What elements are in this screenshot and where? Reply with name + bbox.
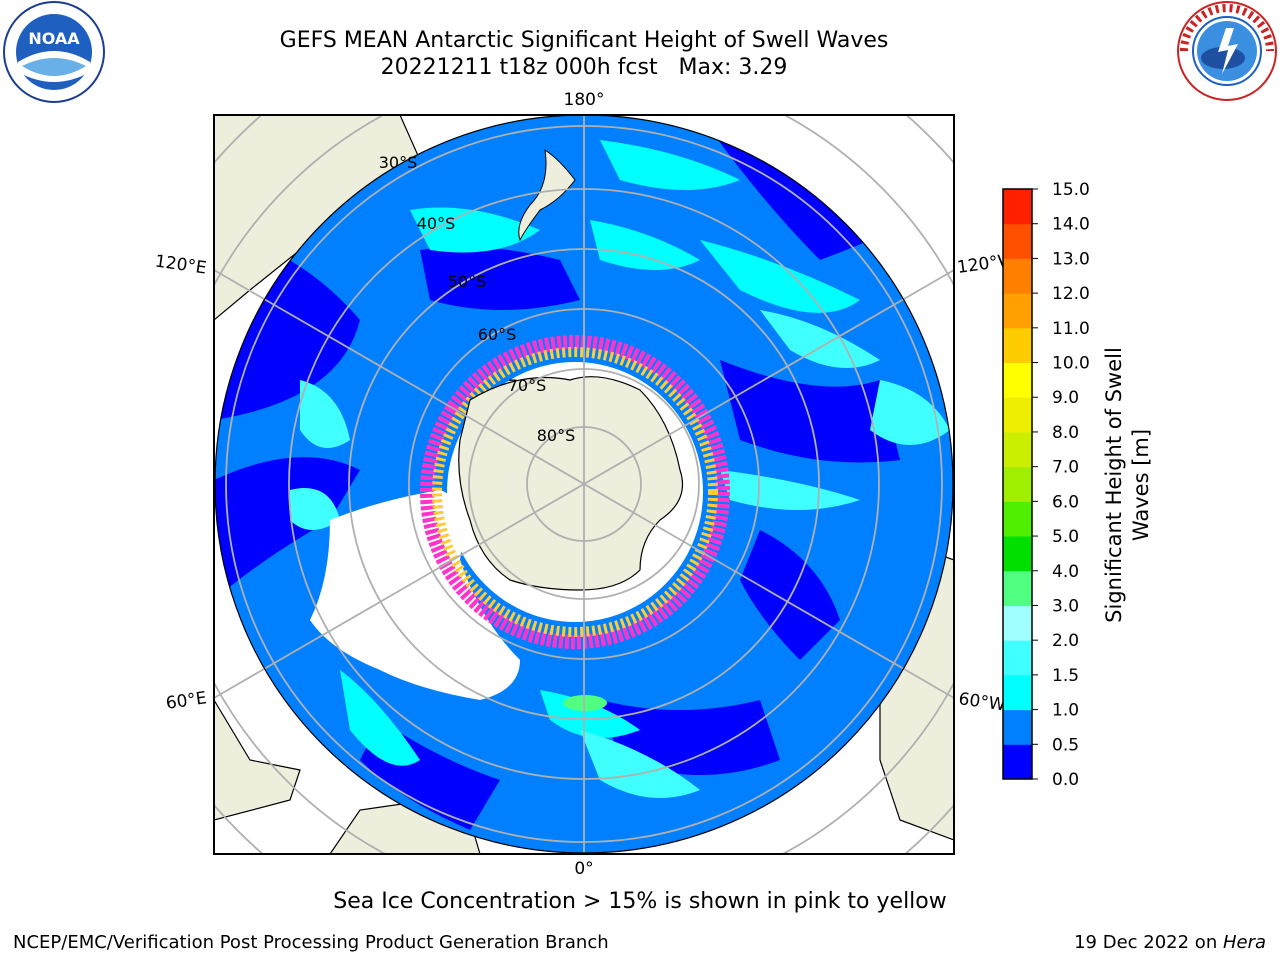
colorbar-tick-label: 6.0 — [1052, 492, 1079, 512]
colorbar-segment — [1003, 709, 1032, 745]
colorbar-segment — [1003, 293, 1032, 329]
colorbar-segment — [1003, 744, 1032, 780]
colorbar-tick-label: 9.0 — [1052, 388, 1079, 408]
footer-date: 19 Dec 2022 on Hera — [1074, 932, 1266, 953]
chart-subtitle: 20221211 t18z 000h fcst Max: 3.29 — [380, 55, 788, 80]
graticule — [225, 115, 943, 853]
colorbar-tick-label: 8.0 — [1052, 423, 1079, 443]
colorbar-frame — [1002, 188, 1033, 780]
colorbar-segment — [1003, 327, 1032, 364]
colorbar-segment — [1003, 362, 1032, 398]
colorbar-tick-label: 11.0 — [1052, 319, 1090, 339]
colorbar-tick-label: 14.0 — [1052, 215, 1090, 235]
lon-label-60e: 60°E — [165, 688, 208, 713]
colorbar-tick-label: 2.0 — [1052, 631, 1079, 651]
colorbar-segment — [1003, 466, 1032, 502]
lat-label-60s: 60°S — [478, 325, 517, 344]
colorbar-tick-label: 1.0 — [1052, 701, 1079, 721]
lon-label-0: 0° — [574, 859, 593, 879]
lat-label-40s: 40°S — [417, 214, 456, 233]
noaa-logo-icon: NOAA — [3, 1, 105, 103]
sea-ice-note: Sea Ice Concentration > 15% is shown in … — [333, 889, 947, 914]
lat-label-80s: 80°S — [537, 426, 576, 445]
chart-title: GEFS MEAN Antarctic Significant Height o… — [279, 28, 889, 53]
colorbar: 0.0 0.5 1.0 1.5 2.0 3.0 4.0 5.0 6.0 7.0 8.0 9.0 10.0… — [1002, 180, 1090, 790]
colorbar-tick-label: 4.0 — [1052, 562, 1079, 582]
nws-logo-icon — [1177, 1, 1277, 101]
svg-text:NOAA: NOAA — [28, 29, 80, 48]
lat-label-30s: 30°S — [379, 153, 418, 172]
colorbar-segment — [1003, 397, 1032, 433]
footer-machine: Hera — [1222, 932, 1266, 953]
colorbar-tick-label: 3.0 — [1052, 596, 1079, 616]
colorbar-segment — [1003, 258, 1032, 294]
colorbar-tick-label: 7.0 — [1052, 458, 1079, 478]
colorbar-segment — [1003, 674, 1032, 711]
lon-label-60w: 60°W — [957, 689, 1006, 715]
lon-label-120e: 120°E — [154, 252, 208, 279]
colorbar-segment — [1003, 501, 1032, 537]
colorbar-segment — [1003, 223, 1032, 259]
footer-date-text: 19 Dec 2022 on — [1074, 932, 1223, 953]
colorbar-label: Significant Height of Swell Waves [m] — [1102, 347, 1153, 623]
colorbar-tick-label: 15.0 — [1052, 180, 1090, 200]
colorbar-segment — [1003, 431, 1032, 468]
colorbar-tick-label: 5.0 — [1052, 527, 1079, 547]
colorbar-segment — [1003, 570, 1032, 606]
colorbar-segment — [1003, 605, 1032, 641]
lat-label-70s: 70°S — [508, 376, 547, 395]
footer-branch: NCEP/EMC/Verification Post Processing Pr… — [13, 932, 609, 953]
lat-label-50s: 50°S — [448, 272, 487, 291]
colorbar-segment — [1003, 536, 1032, 572]
colorbar-tick-label: 10.0 — [1052, 354, 1090, 374]
lon-label-180: 180° — [564, 90, 605, 110]
colorbar-tick-label: 12.0 — [1052, 284, 1090, 304]
map-frame — [213, 114, 955, 855]
colorbar-tick-label: 1.5 — [1052, 666, 1079, 686]
colorbar-tick-label: 0.0 — [1052, 770, 1079, 790]
colorbar-segment — [1003, 640, 1032, 676]
colorbar-tick-label: 0.5 — [1052, 735, 1079, 755]
colorbar-segment — [1003, 189, 1032, 225]
colorbar-tick-label: 13.0 — [1052, 249, 1090, 269]
